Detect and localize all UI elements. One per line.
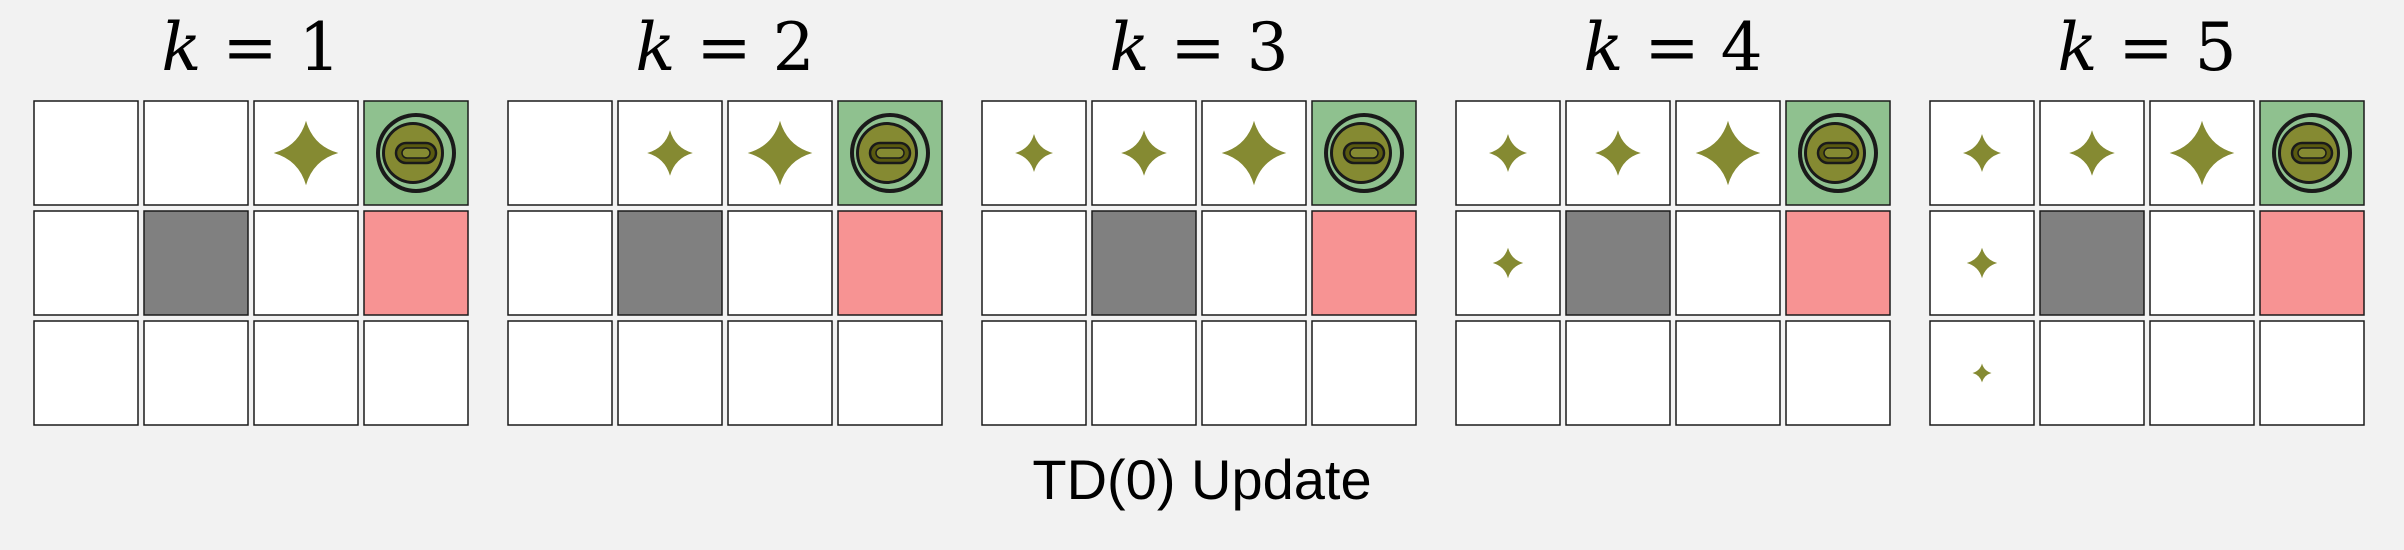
title-number: 5 bbox=[2195, 9, 2237, 86]
grid-cell-empty bbox=[253, 320, 359, 426]
grid-cell-empty bbox=[981, 320, 1087, 426]
grid-cell-wall bbox=[143, 210, 249, 316]
title-variable: k bbox=[161, 9, 201, 86]
goal-token-icon bbox=[1798, 113, 1878, 193]
grid-cell-empty bbox=[507, 100, 613, 206]
grid-cell-empty bbox=[1201, 320, 1307, 426]
grid-cell-hazard bbox=[1785, 210, 1891, 316]
grid-cell-empty bbox=[1091, 100, 1197, 206]
grid-cell-empty bbox=[1565, 320, 1671, 426]
value-marker-icon bbox=[2069, 130, 2115, 176]
value-marker-icon bbox=[1221, 120, 1287, 186]
value-marker-icon bbox=[1963, 134, 2001, 172]
value-marker-icon bbox=[2169, 120, 2235, 186]
grid-cell-empty bbox=[363, 320, 469, 426]
value-marker-icon bbox=[1595, 130, 1641, 176]
value-marker-icon bbox=[1492, 247, 1524, 279]
panel-title: k = 3 bbox=[1109, 9, 1288, 86]
grid-cell-empty bbox=[2039, 320, 2145, 426]
title-number: 2 bbox=[773, 9, 815, 86]
grid-cell-empty bbox=[1455, 320, 1561, 426]
title-equals: = bbox=[675, 9, 772, 86]
title-equals: = bbox=[1149, 9, 1246, 86]
grid-cell-hazard bbox=[363, 210, 469, 316]
grid-cell-empty bbox=[33, 210, 139, 316]
panel-title: k = 5 bbox=[2057, 9, 2236, 86]
grid-cell-empty bbox=[1675, 320, 1781, 426]
grid-cell-wall bbox=[1091, 210, 1197, 316]
grid-cell-empty bbox=[1675, 210, 1781, 316]
value-marker-icon bbox=[1121, 130, 1167, 176]
value-marker-icon bbox=[1015, 134, 1053, 172]
goal-token-icon bbox=[850, 113, 930, 193]
grid-cell-empty bbox=[617, 320, 723, 426]
goal-token-icon bbox=[2272, 113, 2352, 193]
title-equals: = bbox=[201, 9, 298, 86]
title-equals: = bbox=[2097, 9, 2194, 86]
grid-cell-empty bbox=[2149, 210, 2255, 316]
title-variable: k bbox=[1109, 9, 1149, 86]
grid-cell-empty bbox=[981, 210, 1087, 316]
value-marker-icon bbox=[1972, 363, 1992, 383]
grid-cell-empty bbox=[837, 320, 943, 426]
grid-cell-empty bbox=[1201, 210, 1307, 316]
title-number: 4 bbox=[1721, 9, 1763, 86]
grid-cell-empty bbox=[507, 210, 613, 316]
grid-cell-wall bbox=[1565, 210, 1671, 316]
title-number: 1 bbox=[299, 9, 341, 86]
grid-cell-wall bbox=[617, 210, 723, 316]
panel-2: k = 2 bbox=[507, 9, 943, 426]
title-variable: k bbox=[2057, 9, 2097, 86]
grid-cell-empty bbox=[507, 320, 613, 426]
grid-cell-empty bbox=[143, 320, 249, 426]
title-equals: = bbox=[1623, 9, 1720, 86]
grid-cell-empty bbox=[2259, 320, 2365, 426]
panel-title: k = 2 bbox=[635, 9, 814, 86]
panel-title: k = 1 bbox=[161, 9, 340, 86]
value-marker-icon bbox=[647, 130, 693, 176]
title-number: 3 bbox=[1247, 9, 1289, 86]
grid-cell-empty bbox=[727, 210, 833, 316]
panel-3: k = 3 bbox=[981, 9, 1417, 426]
grid-cell-empty bbox=[2149, 320, 2255, 426]
grid-cell-empty bbox=[1091, 320, 1197, 426]
panel-4: k = 4 bbox=[1455, 9, 1891, 426]
grid-cell-empty bbox=[253, 210, 359, 316]
value-marker-icon bbox=[273, 120, 339, 186]
value-marker-icon bbox=[1695, 120, 1761, 186]
value-marker-icon bbox=[1966, 247, 1998, 279]
grid-cell-hazard bbox=[2259, 210, 2365, 316]
grid-cell-hazard bbox=[1311, 210, 1417, 316]
goal-token-icon bbox=[376, 113, 456, 193]
goal-token-icon bbox=[1324, 113, 1404, 193]
panel-title: k = 4 bbox=[1583, 9, 1762, 86]
value-marker-icon bbox=[747, 120, 813, 186]
grid-cell-empty bbox=[727, 320, 833, 426]
value-marker-icon bbox=[1489, 134, 1527, 172]
grid-cell-wall bbox=[2039, 210, 2145, 316]
title-variable: k bbox=[1583, 9, 1623, 86]
title-variable: k bbox=[635, 9, 675, 86]
panel-5: k = 5 bbox=[1929, 9, 2365, 426]
grid-cell-empty bbox=[33, 100, 139, 206]
grid-cell-empty bbox=[33, 320, 139, 426]
grid-cell-empty bbox=[1785, 320, 1891, 426]
grid-cell-empty bbox=[1311, 320, 1417, 426]
grid-cell-hazard bbox=[837, 210, 943, 316]
panel-1: k = 1 bbox=[33, 9, 469, 426]
diagram-caption: TD(0) Update bbox=[1032, 448, 1372, 511]
grid-cell-empty bbox=[143, 100, 249, 206]
